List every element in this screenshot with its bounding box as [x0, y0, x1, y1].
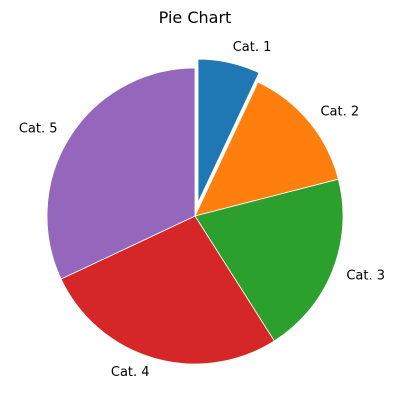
pie-slice-cat-4 [60, 215, 275, 365]
pie-label-cat-5: Cat. 5 [19, 121, 58, 136]
pie-label-cat-1: Cat. 1 [233, 40, 272, 55]
pie-slices [46, 56, 344, 365]
pie-label-cat-3: Cat. 3 [346, 268, 385, 283]
pie-slice-cat-1 [195, 56, 262, 208]
pie-slice-cat-5 [46, 67, 196, 280]
pie-slice-cat-2 [194, 81, 339, 217]
pie-labels: Cat. 1 Cat. 2 Cat. 3 Cat. 4 Cat. 5 [19, 40, 385, 380]
chart-title: Pie Chart [159, 8, 232, 27]
pie-slice-cat-3 [194, 178, 344, 342]
pie-label-cat-2: Cat. 2 [320, 105, 359, 120]
pie-label-cat-4: Cat. 4 [111, 365, 150, 380]
